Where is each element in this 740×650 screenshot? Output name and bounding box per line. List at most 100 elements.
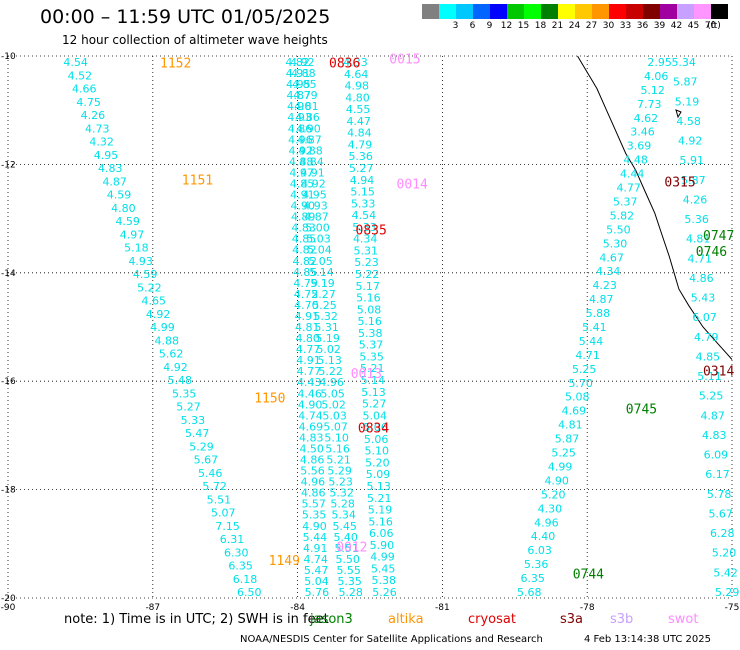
wave-height-value: 4.70 bbox=[294, 299, 319, 312]
wave-height-value: 4.90 bbox=[298, 398, 323, 411]
wave-height-value: 4.92 bbox=[289, 144, 314, 157]
coastal-track-a: 2.954.065.127.734.623.463.694.484.444.77… bbox=[517, 56, 672, 599]
wave-height-value: 4.80 bbox=[111, 202, 136, 215]
wave-height-value: 5.19 bbox=[675, 95, 700, 108]
credit-line: NOAA/NESDIS Center for Satellite Applica… bbox=[240, 634, 543, 645]
wave-height-value: 5.11 bbox=[697, 370, 722, 383]
scale-unit: (ft) bbox=[707, 21, 721, 31]
wave-height-value: 5.47 bbox=[304, 564, 329, 577]
wave-height-value: 5.23 bbox=[354, 256, 379, 269]
wave-height-value: 4.62 bbox=[634, 112, 659, 125]
wave-height-value: 4.74 bbox=[298, 409, 323, 422]
lon-label: -90 bbox=[1, 603, 16, 613]
wave-height-value: 5.08 bbox=[357, 303, 382, 316]
wave-height-value: 4.86 bbox=[301, 487, 326, 500]
island bbox=[675, 109, 682, 119]
lat-label: -14 bbox=[1, 269, 16, 279]
wave-height-value: 5.20 bbox=[365, 456, 390, 469]
wave-height-value: 5.87 bbox=[681, 174, 706, 187]
wave-height-value: 4.82 bbox=[293, 255, 318, 268]
wave-height-value: 5.26 bbox=[372, 586, 397, 599]
wave-height-value: 4.69 bbox=[299, 420, 324, 433]
pass-time-label: 1150 bbox=[254, 392, 285, 407]
wave-height-value: 4.90 bbox=[296, 122, 321, 135]
wave-height-value: 5.07 bbox=[211, 507, 236, 520]
wave-height-value: 7.73 bbox=[637, 98, 662, 111]
wave-height-value: 5.15 bbox=[350, 186, 375, 199]
wave-height-value: 4.87 bbox=[589, 293, 614, 306]
scale-swatch bbox=[711, 4, 728, 19]
legend-altika: altika bbox=[388, 612, 424, 627]
wave-height-value: 5.31 bbox=[354, 244, 379, 257]
wave-height-value: 5.31 bbox=[314, 321, 339, 334]
pass-time-label: 1152 bbox=[160, 57, 191, 72]
legend-s3a: s3a bbox=[560, 612, 584, 627]
wave-height-value: 4.89 bbox=[291, 211, 316, 224]
wave-height-value: 5.87 bbox=[673, 76, 698, 89]
wave-height-value: 5.42 bbox=[713, 566, 738, 579]
wave-height-value: 4.99 bbox=[548, 461, 573, 474]
wave-height-value: 5.45 bbox=[332, 520, 357, 533]
wave-height-value: 5.20 bbox=[541, 488, 566, 501]
wave-height-value: 5.40 bbox=[333, 531, 358, 544]
scale-label: 36 bbox=[636, 21, 649, 31]
wave-height-value: 5.06 bbox=[364, 433, 389, 446]
wave-height-value: 5.34 bbox=[331, 509, 356, 522]
scale-swatch bbox=[456, 4, 473, 19]
map-grid bbox=[7, 55, 733, 599]
wave-height-value: 4.47 bbox=[346, 115, 371, 128]
scale-label: 21 bbox=[551, 21, 564, 31]
wave-height-value: 4.84 bbox=[347, 127, 372, 140]
wave-height-value: 4.23 bbox=[592, 279, 617, 292]
scale-swatch bbox=[524, 4, 541, 19]
wave-height-value: 4.85 bbox=[293, 266, 318, 279]
lon-label: -75 bbox=[725, 603, 740, 613]
scale-swatch bbox=[694, 4, 711, 19]
wave-height-value: 4.87 bbox=[700, 409, 725, 422]
wave-height-value: 4.83 bbox=[98, 162, 123, 175]
wave-height-value: 4.87 bbox=[304, 211, 329, 224]
wave-height-value: 4.82 bbox=[285, 56, 310, 69]
wave-height-value: 5.25 bbox=[551, 447, 576, 460]
scale-label: 6 bbox=[469, 21, 476, 31]
wave-height-value: 5.04 bbox=[363, 409, 388, 422]
wave-height-value: 5.09 bbox=[366, 468, 391, 481]
wave-height-value: 4.52 bbox=[68, 69, 93, 82]
wave-height-value: 5.50 bbox=[335, 553, 360, 566]
wave-height-value: 5.36 bbox=[524, 558, 549, 571]
wave-height-value: 4.91 bbox=[303, 542, 328, 555]
wave-height-value: 4.26 bbox=[81, 109, 106, 122]
wave-height-value: 5.02 bbox=[321, 398, 346, 411]
wave-height-value: 5.29 bbox=[189, 440, 214, 453]
wave-height-value: 4.26 bbox=[683, 193, 708, 206]
pass-time-label: 0746 bbox=[696, 245, 727, 260]
wave-height-value: 5.19 bbox=[315, 332, 340, 345]
wave-height-value: 4.64 bbox=[344, 68, 369, 81]
pass-time-label: 0315 bbox=[664, 176, 695, 191]
lat-label: -10 bbox=[1, 52, 16, 62]
lon-label: -87 bbox=[145, 603, 160, 613]
wave-height-value: 4.65 bbox=[142, 295, 167, 308]
wave-height-value: 5.27 bbox=[311, 288, 336, 301]
scale-swatch bbox=[592, 4, 609, 19]
wave-height-value: 5.50 bbox=[606, 223, 631, 236]
wave-height-value: 4.85 bbox=[696, 350, 721, 363]
wave-height-value: 5.82 bbox=[610, 209, 635, 222]
wave-height-value: 5.27 bbox=[176, 401, 201, 414]
wave-height-value: 4.96 bbox=[319, 376, 344, 389]
wave-height-value: 5.08 bbox=[565, 391, 590, 404]
wave-height-value: 4.87 bbox=[297, 133, 322, 146]
wave-height-value: 5.43 bbox=[691, 292, 716, 305]
wave-height-value: 5.36 bbox=[348, 150, 373, 163]
wave-height-value: 4.97 bbox=[289, 166, 314, 179]
wave-height-value: 5.88 bbox=[586, 307, 611, 320]
wave-height-value: 6.18 bbox=[233, 573, 258, 586]
wave-height-value: 5.55 bbox=[336, 564, 361, 577]
wave-height-value: 4.34 bbox=[596, 265, 621, 278]
wave-height-value: 4.96 bbox=[301, 476, 326, 489]
wave-height-value: 5.16 bbox=[357, 315, 382, 328]
wave-height-value: 4.77 bbox=[297, 365, 322, 378]
wave-height-value: 4.88 bbox=[291, 67, 316, 80]
scale-label: 33 bbox=[619, 21, 632, 31]
wave-height-value: 5.29 bbox=[715, 586, 740, 599]
